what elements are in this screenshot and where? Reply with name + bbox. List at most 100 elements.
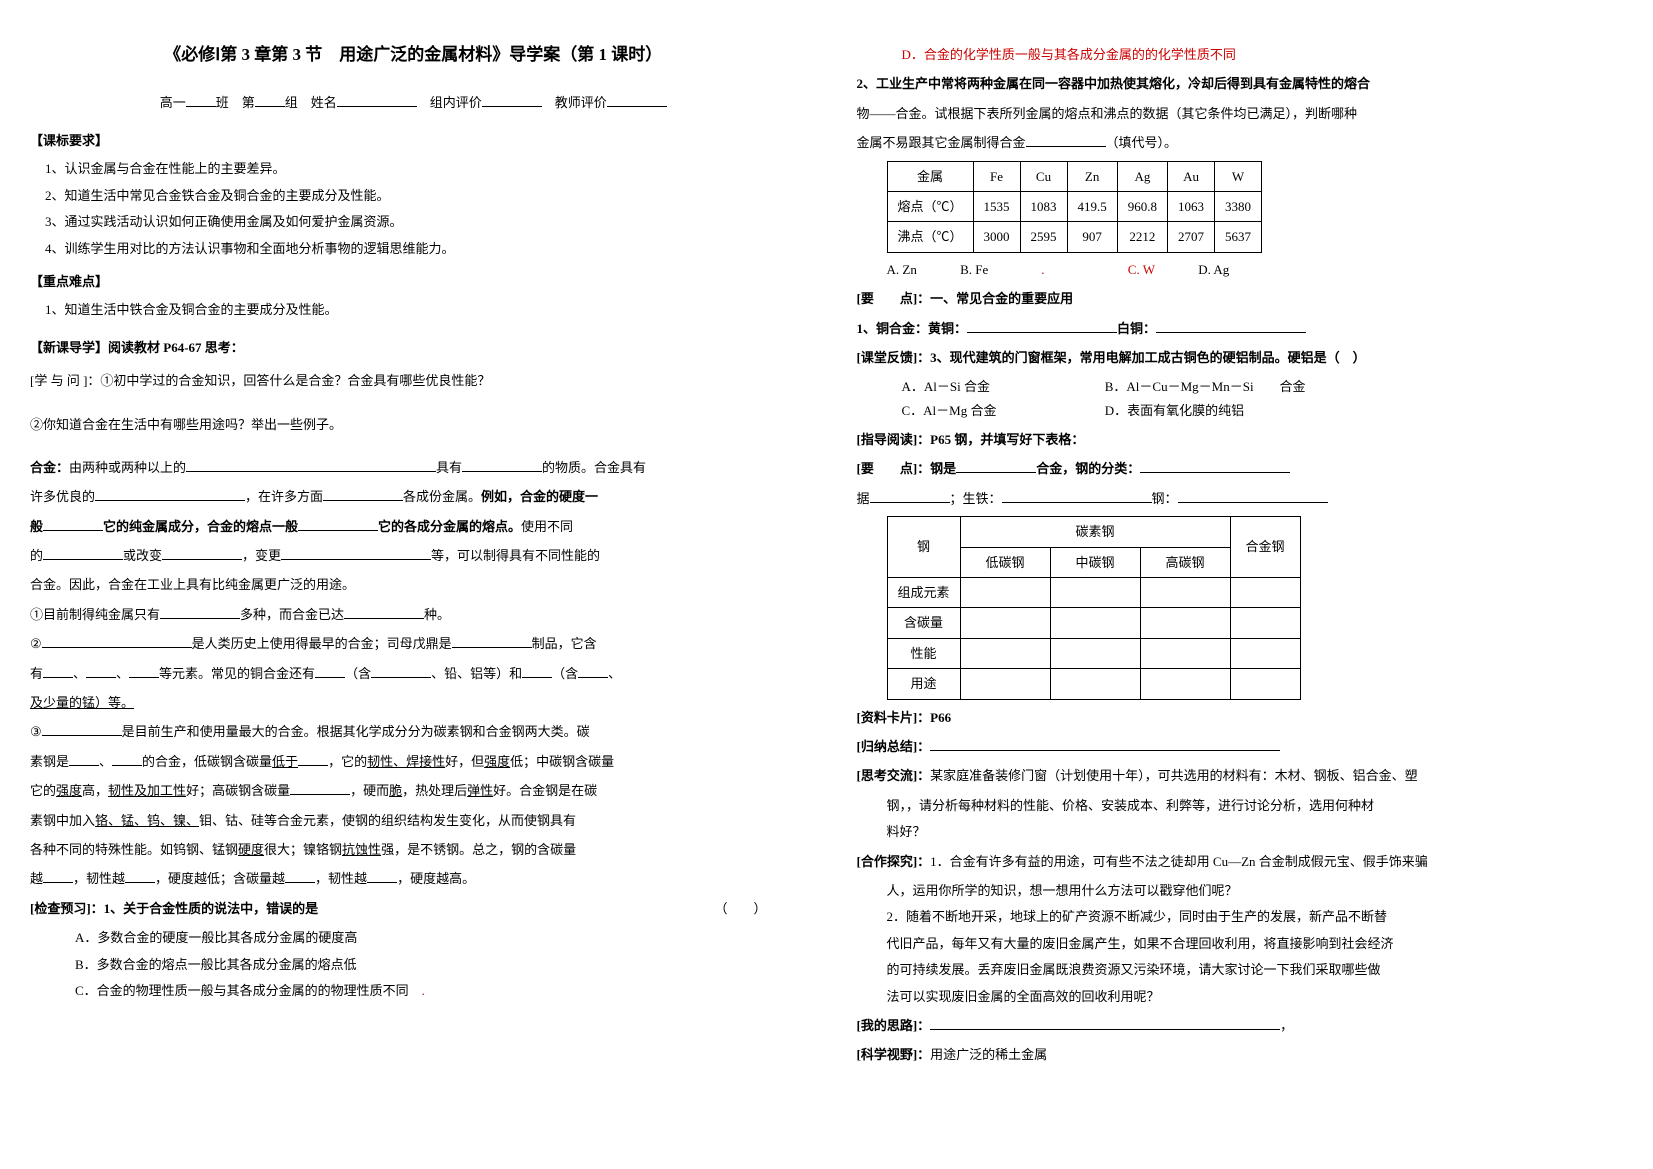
blank[interactable]	[967, 317, 1117, 333]
blank[interactable]	[1002, 487, 1152, 503]
table-cell[interactable]	[1050, 578, 1140, 608]
blank[interactable]	[323, 486, 403, 502]
blank[interactable]	[186, 456, 436, 472]
table-cell[interactable]	[1140, 669, 1230, 699]
blank[interactable]	[1156, 317, 1306, 333]
blank[interactable]	[371, 662, 431, 678]
xuewen-q2: ②你知道合金在生活中有哪些用途吗？举出一些例子。	[30, 413, 797, 436]
table-cell[interactable]	[1050, 608, 1140, 638]
kb-item-2: 2、知道生活中常见合金铁合金及铜合金的主要成分及性能。	[45, 184, 797, 207]
sk-line2: 钢，，请分析每种材料的性能、价格、安装成本、利弊等，进行讨论分析，选用何种材	[887, 794, 1624, 817]
opt-b: B．多数合金的熔点一般比其各成分金属的熔点低	[75, 953, 797, 976]
blank[interactable]	[112, 750, 142, 766]
hz-line-2b: 代旧产品，每年又有大量的废旧金属产生，如果不合理回收利用，将直接影响到社会经济	[887, 932, 1624, 955]
c-line1: ①目前制得纯金属只有多种，而合金已达种。	[30, 603, 797, 626]
blank-class[interactable]	[186, 91, 216, 107]
kexue-line: [科学视野]：用途广泛的稀土金属	[857, 1043, 1624, 1066]
hezuo-line: [合作探究]：1．合金有许多有益的用途，可有些不法之徒却用 Cu—Zn 合金制成…	[857, 850, 1624, 873]
blank[interactable]	[298, 515, 378, 531]
blank-peer-review[interactable]	[482, 91, 542, 107]
guina-line: [归纳总结]：	[857, 735, 1624, 758]
section-xinke: 【新课导学】阅读教材 P64-67 思考：	[30, 336, 797, 359]
blank[interactable]	[298, 750, 328, 766]
yaodian-line: [要 点]：一、常见合金的重要应用	[857, 287, 1624, 310]
blank[interactable]	[1178, 487, 1328, 503]
opt-c: C．合金的物理性质一般与其各成分金属的的物理性质不同 .	[75, 979, 797, 1002]
wode-line: [我的思路]：，	[857, 1014, 1624, 1037]
blank[interactable]	[290, 780, 350, 796]
ziliao-line: [资料卡片]：P66	[857, 706, 1624, 729]
blank-teacher-review[interactable]	[607, 91, 667, 107]
blank[interactable]	[367, 868, 397, 884]
c-line4: 及少量的锰）等。	[30, 691, 797, 714]
q2-line3: 金属不易跟其它金属制得合金（填代号）。	[857, 131, 1624, 154]
blank[interactable]	[125, 868, 155, 884]
xuewen-line: [学 与 问 ]：①初中学过的合金知识，回答什么是合金？合金具有哪些优良性能？	[30, 369, 797, 392]
blank[interactable]	[315, 662, 345, 678]
kb-item-4: 4、训练学生用对比的方法认识事物和全面地分析事物的逻辑思维能力。	[45, 237, 797, 260]
kf-opts-row2: C．Al－Mg 合金 D．表面有氧化膜的纯铝	[902, 399, 1624, 422]
yd-copper: 1、铜合金：黄铜：白铜：	[857, 317, 1624, 340]
c-line5: ③是目前生产和使用量最大的合金。根据其化学成分分为碳素钢和合金钢两大类。碳	[30, 720, 797, 743]
zhu-line: 据；生铁：钢：	[857, 487, 1624, 510]
jiancha-line: [检查预习]：1、关于合金性质的说法中，错误的是（ ）	[30, 897, 797, 920]
blank[interactable]	[578, 662, 608, 678]
blank[interactable]	[160, 603, 240, 619]
table-cell[interactable]	[1140, 578, 1230, 608]
table-cell[interactable]	[1050, 669, 1140, 699]
hj-line4: 的或改变，变更等，可以制得具有不同性能的	[30, 544, 797, 567]
blank-summary[interactable]	[930, 735, 1280, 751]
table-cell[interactable]	[1140, 638, 1230, 668]
table-cell[interactable]	[960, 608, 1050, 638]
blank[interactable]	[43, 515, 103, 531]
blank[interactable]	[285, 868, 315, 884]
table-cell[interactable]	[1140, 608, 1230, 638]
answer-paren[interactable]: （ ）	[714, 897, 766, 920]
c-line9: 各种不同的特殊性能。如钨钢、锰钢硬度很大；镍铬钢抗蚀性强，是不锈钢。总之，钢的含…	[30, 838, 797, 861]
blank[interactable]	[522, 662, 552, 678]
doc-subtitle: 高一班 第组 姓名 组内评价 教师评价	[30, 91, 797, 114]
table-cell[interactable]	[1230, 638, 1300, 668]
blank[interactable]	[870, 487, 950, 503]
blank[interactable]	[162, 544, 242, 560]
blank[interactable]	[452, 633, 532, 649]
blank[interactable]	[43, 544, 123, 560]
blank[interactable]	[86, 662, 116, 678]
yd2-line: [要 点]：钢是合金，钢的分类：	[857, 457, 1624, 480]
table-cell[interactable]	[960, 669, 1050, 699]
blank[interactable]	[42, 721, 122, 737]
hz-line-2d: 法可以实现废旧金属的全面高效的回收利用呢？	[887, 985, 1624, 1008]
table-cell[interactable]	[960, 638, 1050, 668]
blank[interactable]	[1140, 458, 1290, 474]
table-cell[interactable]	[1050, 638, 1140, 668]
c-line8: 素钢中加入铬、锰、钨、镍、钼、钴、硅等合金元素，使钢的组织结构发生变化，从而使钢…	[30, 809, 797, 832]
blank-answer-q2[interactable]	[1026, 132, 1106, 148]
zhidao-line: [指导阅读]：P65 钢，并填写好下表格：	[857, 428, 1624, 451]
blank[interactable]	[42, 633, 192, 649]
blank-group[interactable]	[255, 91, 285, 107]
blank[interactable]	[956, 458, 1036, 474]
table-metal-points: 金属 Fe Cu Zn Ag Au W 熔点（℃） 1535 1083 419.…	[887, 161, 1263, 253]
blank[interactable]	[43, 868, 73, 884]
hj-line3: 般它的纯金属成分，合金的熔点一般它的各成分金属的熔点。使用不同	[30, 515, 797, 538]
blank-name[interactable]	[337, 91, 417, 107]
blank[interactable]	[344, 603, 424, 619]
opt-a: A．多数合金的硬度一般比其各成分金属的硬度高	[75, 926, 797, 949]
hj-line5: 合金。因此，合金在工业上具有比纯金属更广泛的用途。	[30, 573, 797, 596]
table-cell[interactable]	[1230, 669, 1300, 699]
q2-line1: 2、工业生产中常将两种金属在同一容器中加热使其熔化，冷却后得到具有金属特性的熔合	[857, 72, 1624, 95]
doc-title: 《必修Ⅰ第 3 章第 3 节 用途广泛的金属材料》导学案（第 1 课时）	[30, 40, 797, 71]
table-cell[interactable]	[1230, 608, 1300, 638]
table-cell[interactable]	[1230, 578, 1300, 608]
blank-mythought[interactable]	[930, 1014, 1280, 1030]
blank[interactable]	[281, 544, 431, 560]
blank[interactable]	[95, 486, 245, 502]
blank[interactable]	[69, 750, 99, 766]
c-line2: ②是人类历史上使用得最早的合金；司母戊鼎是制品，它含	[30, 632, 797, 655]
c-line3: 有、、等元素。常见的铜合金还有（含、铅、铝等）和（含、	[30, 662, 797, 685]
table-cell[interactable]	[960, 578, 1050, 608]
blank[interactable]	[129, 662, 159, 678]
blank[interactable]	[43, 662, 73, 678]
blank[interactable]	[462, 456, 542, 472]
sk-line3: 料好？	[887, 820, 1624, 843]
